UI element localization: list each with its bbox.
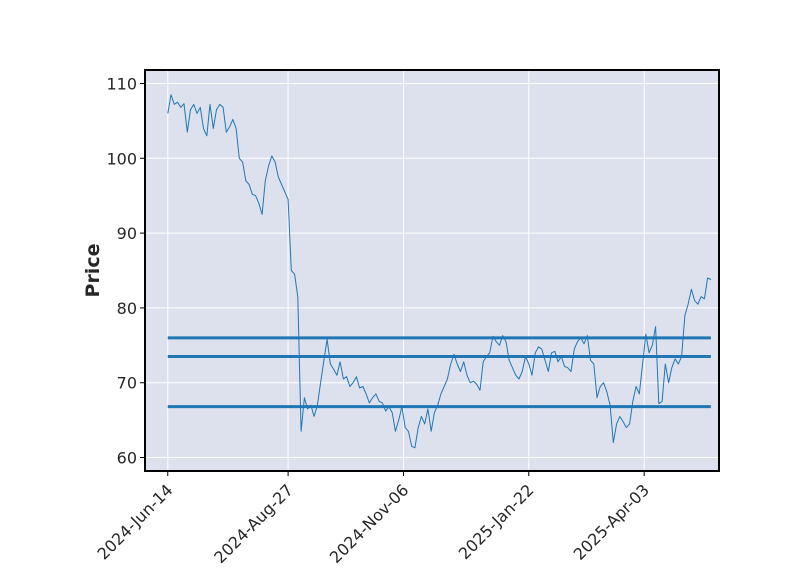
y-axis-label: Price [82,244,104,298]
plot-area [145,70,719,471]
price-line [167,94,712,449]
horizontal-reference-lines [167,336,711,409]
plot-frame [144,69,720,472]
y-tick-label: 80 [117,299,137,318]
y-axis-ticks: 60 70 80 90 100 110 [106,74,145,468]
price-series-group [167,94,712,449]
y-tick-label: 90 [117,224,137,243]
y-tick-label: 70 [117,374,137,393]
gridlines [145,70,719,471]
y-tick-label: 60 [117,449,137,468]
y-tick-label: 100 [106,149,137,168]
y-tick-label: 110 [106,74,137,93]
